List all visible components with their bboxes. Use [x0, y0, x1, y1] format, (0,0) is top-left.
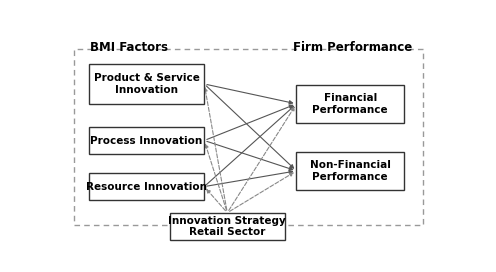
Text: Firm Performance: Firm Performance	[293, 41, 412, 54]
Text: Non-Financial
Performance: Non-Financial Performance	[310, 160, 391, 182]
Text: BMI Factors: BMI Factors	[90, 41, 168, 54]
Text: Resource Innovation: Resource Innovation	[86, 182, 207, 191]
Bar	[73, 50, 424, 225]
Bar	[89, 127, 204, 154]
Text: Financial
Performance: Financial Performance	[312, 93, 388, 115]
Bar	[89, 173, 204, 200]
Text: Innovation Strategy
Retail Sector: Innovation Strategy Retail Sector	[169, 216, 286, 237]
Bar	[297, 152, 404, 190]
Bar	[170, 213, 285, 240]
Bar	[297, 85, 404, 123]
Text: Process Innovation: Process Innovation	[90, 135, 203, 146]
Text: Product & Service
Innovation: Product & Service Innovation	[94, 73, 199, 95]
Bar	[89, 64, 204, 104]
